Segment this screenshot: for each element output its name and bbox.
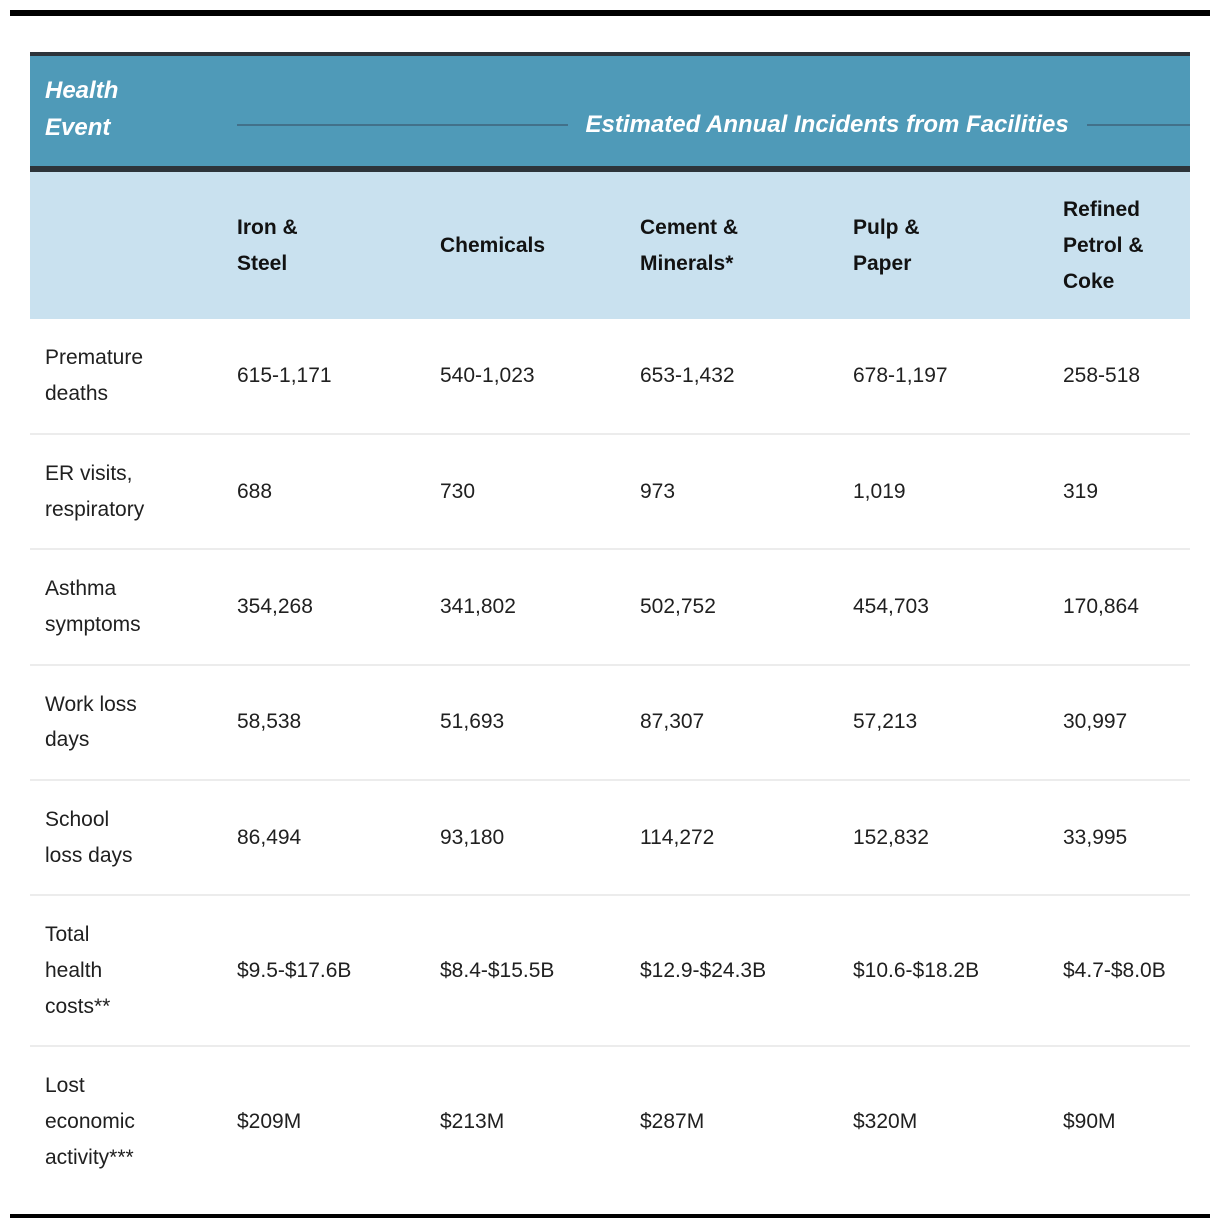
- cell: 454,703: [853, 548, 1063, 665]
- cell: 170,864: [1063, 548, 1191, 665]
- row-label: Asthma symptoms: [30, 548, 237, 665]
- cell: 58,538: [237, 663, 440, 780]
- cell: 341,802: [440, 548, 640, 665]
- cell: 540-1,023: [440, 364, 535, 388]
- column-header-pulp-paper: Pulp & Paper: [853, 169, 1063, 320]
- cell: 86,494: [237, 778, 440, 896]
- header-band-row: Health Event Estimated Annual Incidents …: [30, 54, 1191, 173]
- cell: $9.5-$17.6B: [237, 894, 440, 1047]
- table-row-premature-deaths: Premature deaths 615-1,171 540-1,023 653…: [30, 319, 1190, 433]
- cell: 1,019: [853, 432, 1063, 550]
- row-label: Premature deaths: [45, 346, 144, 406]
- table-row-asthma-symptoms: Asthma symptoms 354,268 341,802 502,752 …: [30, 548, 1191, 665]
- cell: $209M: [237, 1045, 440, 1197]
- table-row-er-visits: ER visits, respiratory 688 730 973 1,019…: [30, 432, 1191, 550]
- bottom-divider-rule: [10, 1214, 1210, 1218]
- cell: 354,268: [237, 548, 440, 665]
- cell: 30,997: [1063, 663, 1191, 780]
- row-header-title: Health Event: [45, 77, 119, 142]
- table-container: Health Event Estimated Annual Incidents …: [30, 52, 1191, 1197]
- cell: $287M: [640, 1045, 853, 1197]
- column-header-chemicals: Chemicals: [440, 169, 640, 320]
- cell: 319: [1063, 432, 1191, 550]
- decorative-rule-left: [237, 124, 568, 127]
- cell: 678-1,197: [853, 364, 948, 388]
- row-label: School loss days: [30, 778, 237, 896]
- corner-cell: [30, 169, 237, 320]
- decorative-rule-right: [1086, 124, 1191, 127]
- health-impacts-table: Health Event Estimated Annual Incidents …: [30, 52, 1191, 1197]
- cell: $90M: [1063, 1045, 1191, 1197]
- table-row-lost-economic-activity: Lost economic activity*** $209M $213M $2…: [30, 1045, 1191, 1197]
- header-band-cell: Health Event Estimated Annual Incidents …: [30, 54, 1191, 173]
- cell: $10.6-$18.2B: [853, 894, 1063, 1047]
- row-label: Total health costs**: [30, 894, 237, 1047]
- cell: $213M: [440, 1045, 640, 1197]
- column-header-row: Iron & Steel Chemicals Cement & Minerals…: [30, 169, 1191, 320]
- table-row-work-loss-days: Work loss days 58,538 51,693 87,307 57,2…: [30, 663, 1191, 780]
- cell: 653-1,432: [640, 364, 735, 388]
- cell: $320M: [853, 1045, 1063, 1197]
- table-row-school-loss-days: School loss days 86,494 93,180 114,272 1…: [30, 778, 1191, 896]
- cell: 973: [640, 432, 853, 550]
- table-row-total-health-costs: Total health costs** $9.5-$17.6B $8.4-$1…: [30, 894, 1191, 1047]
- header-band: Health Event Estimated Annual Incidents …: [30, 56, 1191, 166]
- header-band-title-group: Estimated Annual Incidents from Faciliti…: [237, 111, 1191, 146]
- cell: 51,693: [440, 663, 640, 780]
- row-label: Lost economic activity***: [30, 1045, 237, 1197]
- row-label: ER visits, respiratory: [30, 432, 237, 550]
- cell: $8.4-$15.5B: [440, 894, 640, 1047]
- cell: 33,995: [1063, 778, 1191, 896]
- cell: 87,307: [640, 663, 853, 780]
- cell: $12.9-$24.3B: [640, 894, 853, 1047]
- cell: 93,180: [440, 778, 640, 896]
- table-title: Estimated Annual Incidents from Faciliti…: [585, 111, 1069, 139]
- cell: 57,213: [853, 663, 1063, 780]
- column-header-iron-steel: Iron & Steel: [237, 169, 440, 320]
- column-header-refined-petrol-coke: Refined Petrol & Coke: [1063, 169, 1191, 320]
- top-divider-rule: [10, 10, 1210, 16]
- cell: 502,752: [640, 548, 853, 665]
- cell: 688: [237, 432, 440, 550]
- cell: 615-1,171: [237, 364, 332, 388]
- cell: 114,272: [640, 778, 853, 896]
- row-label: Work loss days: [30, 663, 237, 780]
- cell: 152,832: [853, 778, 1063, 896]
- column-header-cement-minerals: Cement & Minerals*: [640, 169, 853, 320]
- cell: $4.7-$8.0B: [1063, 894, 1191, 1047]
- cell: 730: [440, 432, 640, 550]
- cell: 258-518: [1063, 364, 1141, 388]
